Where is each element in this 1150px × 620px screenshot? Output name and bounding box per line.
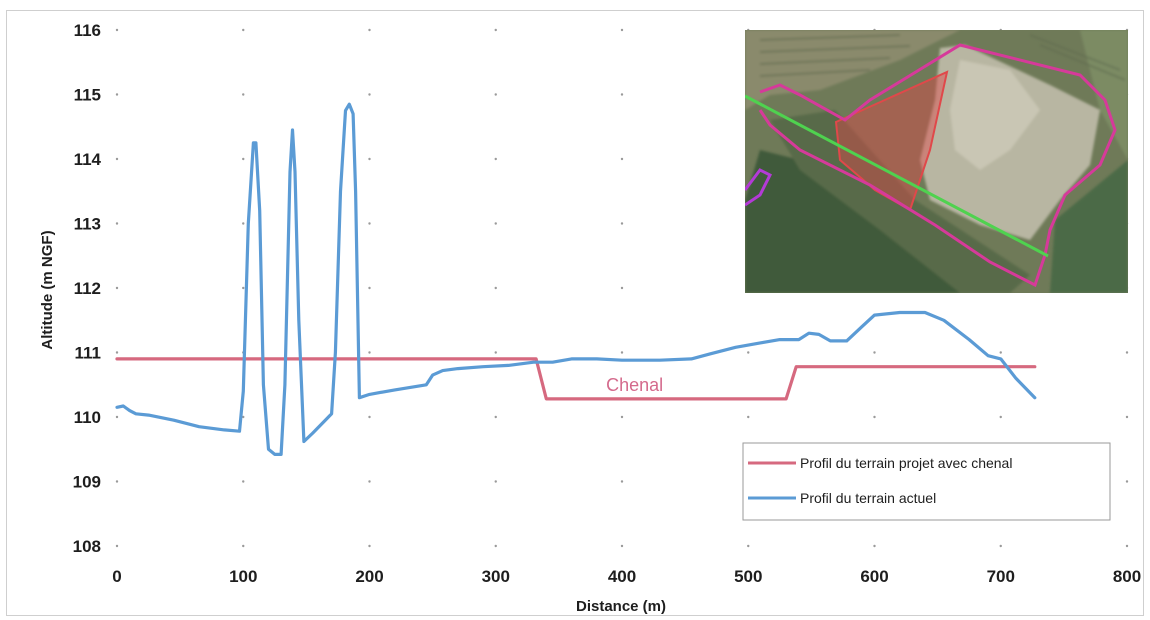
grid-dot <box>494 480 497 483</box>
grid-dot <box>242 93 245 96</box>
grid-dot <box>368 351 371 354</box>
grid-dot <box>115 415 119 419</box>
legend-label-projet: Profil du terrain projet avec chenal <box>800 455 1012 471</box>
grid-dot <box>115 544 119 548</box>
grid-dot <box>1125 415 1129 419</box>
grid-dot <box>115 222 119 225</box>
grid-dot <box>999 351 1002 354</box>
grid-dot <box>242 544 245 548</box>
grid-dot <box>242 28 245 32</box>
y-tick-label: 110 <box>74 408 101 427</box>
y-axis-title: Altitude (m NGF) <box>39 230 56 349</box>
grid-dot <box>873 351 876 354</box>
grid-dot <box>494 93 497 96</box>
grid-dot <box>494 222 497 225</box>
grid-dot <box>1125 351 1129 354</box>
y-tick-label: 108 <box>73 537 101 556</box>
y-tick-label: 116 <box>74 21 101 40</box>
grid-dot <box>620 28 624 32</box>
x-tick-label: 500 <box>734 567 762 586</box>
inset-aerial-photo <box>745 30 1128 293</box>
x-tick-label: 300 <box>482 567 510 586</box>
grid-dot <box>747 351 750 354</box>
grid-dot <box>368 222 371 225</box>
grid-dot <box>242 222 245 225</box>
legend-item-projet: Profil du terrain projet avec chenal <box>748 455 1012 471</box>
grid-dot <box>368 544 371 548</box>
grid-dot <box>242 157 245 161</box>
grid-dot <box>494 157 497 161</box>
grid-dot <box>115 157 119 161</box>
grid-dot <box>494 28 497 32</box>
grid-dot <box>368 93 371 96</box>
grid-dot <box>115 480 119 483</box>
grid-dot <box>242 415 245 419</box>
grid-dot <box>999 544 1002 548</box>
y-tick-label: 114 <box>74 150 102 169</box>
grid-dot <box>242 480 245 483</box>
y-tick-labels: 108 109 110 111 112 113 114 115 116 <box>73 21 102 556</box>
y-tick-label: 109 <box>73 473 101 492</box>
legend-item-actuel: Profil du terrain actuel <box>748 490 936 506</box>
grid-dot <box>494 415 497 419</box>
grid-dot <box>620 286 624 290</box>
grid-dot <box>620 351 624 354</box>
y-tick-label: 111 <box>75 344 102 363</box>
series-line-actuel <box>115 102 1037 456</box>
grid-dot <box>873 415 876 419</box>
grid-dot <box>747 415 750 419</box>
grid-dot <box>368 157 371 161</box>
grid-dot <box>747 544 750 548</box>
grid-dot <box>620 544 624 548</box>
grid-dot <box>494 351 497 354</box>
grid-dot <box>115 28 119 32</box>
y-tick-label: 115 <box>74 86 101 105</box>
y-tick-label: 113 <box>74 215 101 234</box>
grid-dot <box>368 286 371 290</box>
grid-dot <box>620 480 624 483</box>
x-tick-label: 200 <box>355 567 383 586</box>
legend-label-actuel: Profil du terrain actuel <box>800 490 936 506</box>
series-lines <box>115 102 1037 456</box>
grid-dot <box>242 286 245 290</box>
grid-dot <box>873 544 876 548</box>
x-axis-title: Distance (m) <box>576 598 666 615</box>
x-tick-labels: 0 100 200 300 400 500 600 700 800 <box>112 567 1141 586</box>
x-tick-label: 600 <box>860 567 888 586</box>
grid-dot <box>115 93 119 96</box>
x-tick-label: 800 <box>1113 567 1141 586</box>
y-tick-label: 112 <box>74 279 101 298</box>
grid-dot <box>494 286 497 290</box>
grid-dot <box>620 157 624 161</box>
x-tick-label: 0 <box>112 567 121 586</box>
x-tick-label: 700 <box>987 567 1015 586</box>
grid-dot <box>620 222 624 225</box>
grid-dot <box>494 544 497 548</box>
grid-dot <box>620 415 624 419</box>
grid-dot <box>620 93 624 96</box>
grid-dot <box>115 351 119 354</box>
series-line-projet <box>115 357 1037 401</box>
grid-dot <box>368 415 371 419</box>
grid-dot <box>368 480 371 483</box>
legend: Profil du terrain projet avec chenal Pro… <box>742 442 1111 521</box>
grid-dot <box>115 286 119 290</box>
chenal-annotation: Chenal <box>606 375 663 395</box>
x-tick-label: 400 <box>608 567 636 586</box>
grid-dot <box>368 28 371 32</box>
grid-dot <box>1125 480 1129 483</box>
grid-dot <box>1125 544 1129 548</box>
grid-dot <box>999 415 1002 419</box>
x-tick-label: 100 <box>229 567 257 586</box>
